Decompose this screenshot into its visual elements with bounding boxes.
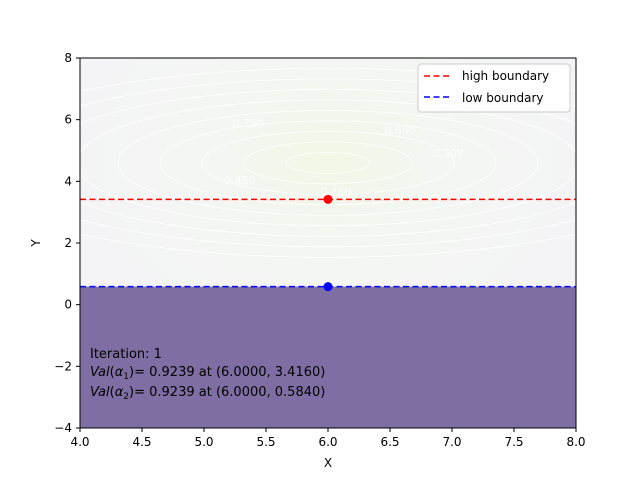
legend: high boundary low boundary — [417, 63, 571, 113]
x-tick-label: 8.0 — [566, 435, 585, 449]
y-tick-label: −4 — [54, 421, 72, 435]
contour-ellipse — [80, 99, 576, 227]
x-tick-label: 5.5 — [256, 435, 275, 449]
legend-label-low: low boundary — [462, 91, 543, 105]
low-point — [323, 282, 333, 292]
y-tick-label: 2 — [64, 236, 72, 250]
contour-label: 0.600 — [384, 124, 416, 137]
contour-ellipse — [159, 120, 497, 206]
x-tick-label: 6.5 — [380, 435, 399, 449]
contour-ellipse — [80, 78, 576, 248]
high-point — [323, 194, 333, 204]
x-axis-label: X — [324, 456, 332, 470]
contour-label: 0.300 — [432, 147, 464, 160]
x-axis: 4.0 4.5 5.0 5.5 6.0 6.5 7.0 7.5 8.0 — [70, 428, 586, 449]
y-tick-label: 8 — [64, 51, 72, 65]
x-tick-label: 7.5 — [504, 435, 523, 449]
y-tick-label: 0 — [64, 298, 72, 312]
y-tick-label: −2 — [54, 359, 72, 373]
alpha1-text: Val(α1)= 0.9239 at (6.0000, 3.4160) — [90, 365, 325, 382]
legend-label-high: high boundary — [462, 69, 549, 83]
contour-ellipse — [285, 151, 371, 174]
x-tick-label: 5.0 — [194, 435, 213, 449]
x-tick-label: 4.5 — [132, 435, 151, 449]
contour-label: 0.450 — [224, 174, 256, 187]
contour-label: 0.750 — [232, 117, 264, 130]
contour-lines — [80, 67, 576, 258]
contour-ellipse — [243, 141, 413, 185]
y-axis: −4 −2 0 2 4 6 8 — [54, 51, 80, 435]
contour-ellipse — [80, 88, 576, 237]
annotation: Iteration: 1 Val(α1)= 0.9239 at (6.0000,… — [90, 347, 325, 402]
contour-ellipse — [117, 109, 539, 216]
x-tick-label: 7.0 — [442, 435, 461, 449]
contour-ellipse — [201, 130, 455, 195]
x-tick-label: 6.0 — [318, 435, 337, 449]
alpha2-text: Val(α2)= 0.9239 at (6.0000, 0.5840) — [90, 385, 325, 402]
shaded-region — [80, 286, 576, 428]
iteration-text: Iteration: 1 — [90, 347, 162, 362]
legend-box — [417, 63, 571, 113]
contour-ellipse — [80, 67, 576, 258]
y-tick-label: 6 — [64, 113, 72, 127]
y-tick-label: 4 — [64, 174, 72, 188]
y-axis-label: Y — [29, 239, 43, 248]
x-tick-label: 4.0 — [70, 435, 89, 449]
